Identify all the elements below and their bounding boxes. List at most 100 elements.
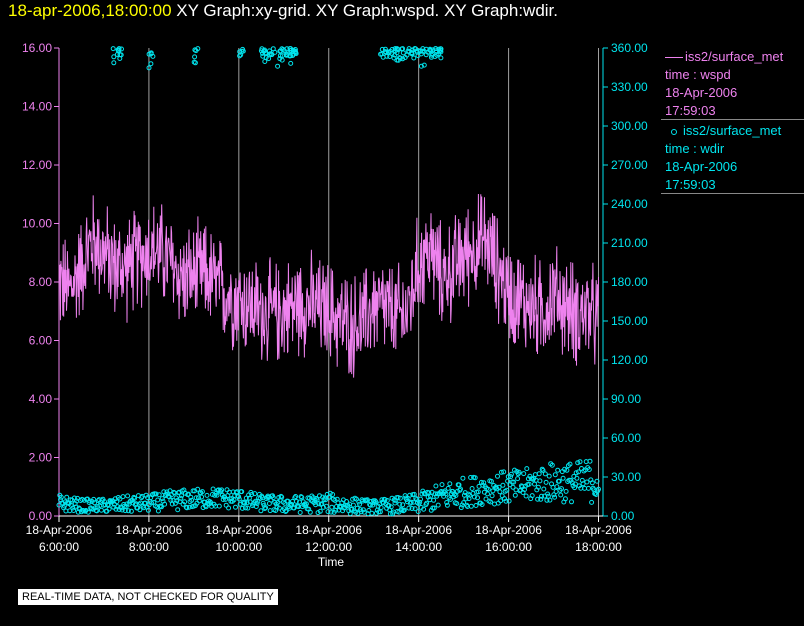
wdir-point [360, 507, 366, 513]
wdir-point [392, 46, 398, 52]
wdir-point [299, 494, 305, 500]
wdir-point [435, 502, 441, 508]
wdir-point [489, 493, 495, 499]
wdir-point [253, 504, 259, 509]
wdir-point [285, 498, 291, 504]
wdir-point [243, 495, 249, 501]
wdir-point [530, 476, 536, 482]
wdir-point [431, 497, 437, 503]
wdir-point [364, 497, 370, 503]
wdir-point [510, 484, 516, 490]
wdir-point [475, 495, 480, 501]
wdir-point [515, 476, 521, 482]
wdir-point [524, 466, 530, 472]
wdir-point [504, 487, 510, 493]
wdir-point [62, 499, 68, 505]
wdir-point [132, 495, 137, 501]
legend-wdir-source: iss2/surface_met [683, 123, 782, 138]
wdir-point [317, 508, 323, 514]
wdir-point [293, 494, 299, 499]
left-tick-label: 14.00 [22, 100, 52, 114]
wdir-point [325, 509, 331, 515]
wdir-point [186, 504, 192, 510]
wdir-point [79, 496, 85, 502]
wdir-point [110, 46, 116, 52]
wdir-point [423, 52, 429, 58]
wdir-point [575, 460, 581, 466]
wdir-point [293, 498, 299, 504]
wdir-point [400, 502, 406, 508]
wdir-point [70, 505, 76, 511]
wdir-point [320, 504, 326, 510]
wdir-point [236, 494, 242, 500]
wdir-point [444, 500, 450, 505]
wdir-point [223, 502, 229, 508]
wdir-point [145, 507, 151, 513]
wdir-point [184, 505, 190, 511]
wdir-point [258, 508, 264, 514]
x-tick-label-date: 18-Apr-2006 [205, 523, 272, 537]
wdir-point [535, 496, 541, 502]
wdir-point [357, 501, 363, 507]
wdir-point [536, 471, 542, 477]
wdir-point [391, 55, 397, 61]
line-swatch-icon [665, 57, 683, 59]
left-tick-label: 12.00 [22, 158, 52, 172]
wdir-point [409, 506, 415, 511]
wdir-point [438, 49, 444, 55]
wdir-point [468, 475, 474, 480]
wdir-point [461, 500, 467, 506]
wdir-point [419, 491, 425, 497]
right-tick-label: 240.00 [611, 197, 648, 211]
wdir-point [102, 499, 107, 505]
wdir-point [158, 503, 164, 509]
wdir-point [535, 484, 541, 490]
wdir-point [193, 495, 199, 501]
wdir-point [573, 470, 579, 476]
wdir-point [173, 495, 179, 501]
wdir-point [245, 505, 251, 511]
wdir-point [199, 494, 205, 500]
wdir-point [549, 462, 555, 468]
wdir-point [233, 504, 238, 510]
wdir-point [92, 500, 97, 506]
right-tick-label: 30.00 [611, 470, 641, 484]
wdir-point [421, 48, 427, 54]
wdir-point [512, 492, 518, 498]
wdir-point [71, 495, 77, 501]
wdir-point [64, 494, 70, 500]
x-tick-label-date: 18-Apr-2006 [116, 523, 183, 537]
wdir-point [541, 486, 547, 492]
wdir-point [553, 489, 559, 494]
wdir-point [556, 478, 562, 484]
wdir-point [569, 499, 574, 505]
wdir-point [148, 61, 154, 67]
wdir-point [417, 499, 423, 505]
wdir-point [196, 495, 201, 501]
wdir-point [328, 509, 334, 515]
wdir-point [216, 503, 222, 509]
wdir-point [263, 55, 269, 60]
wdir-point [195, 486, 201, 492]
wdir-point [445, 485, 451, 491]
wdir-point [149, 500, 154, 506]
wdir-point [406, 505, 412, 511]
wdir-point [369, 510, 375, 516]
wdir-point [379, 51, 385, 57]
wdir-point [85, 509, 91, 515]
wdir-point [279, 494, 285, 500]
wdir-point [119, 46, 124, 52]
wdir-point [313, 502, 319, 508]
wdir-point [182, 499, 188, 505]
wdir-point [249, 492, 255, 497]
wdir-point [476, 483, 482, 489]
wdir-point [259, 46, 265, 52]
wdir-point [397, 55, 403, 61]
wdir-point [576, 469, 581, 475]
wdir-point [458, 486, 463, 492]
wdir-point [511, 479, 517, 485]
wdir-point [427, 46, 433, 52]
wdir-point [117, 56, 123, 61]
wdir-point [469, 486, 475, 491]
